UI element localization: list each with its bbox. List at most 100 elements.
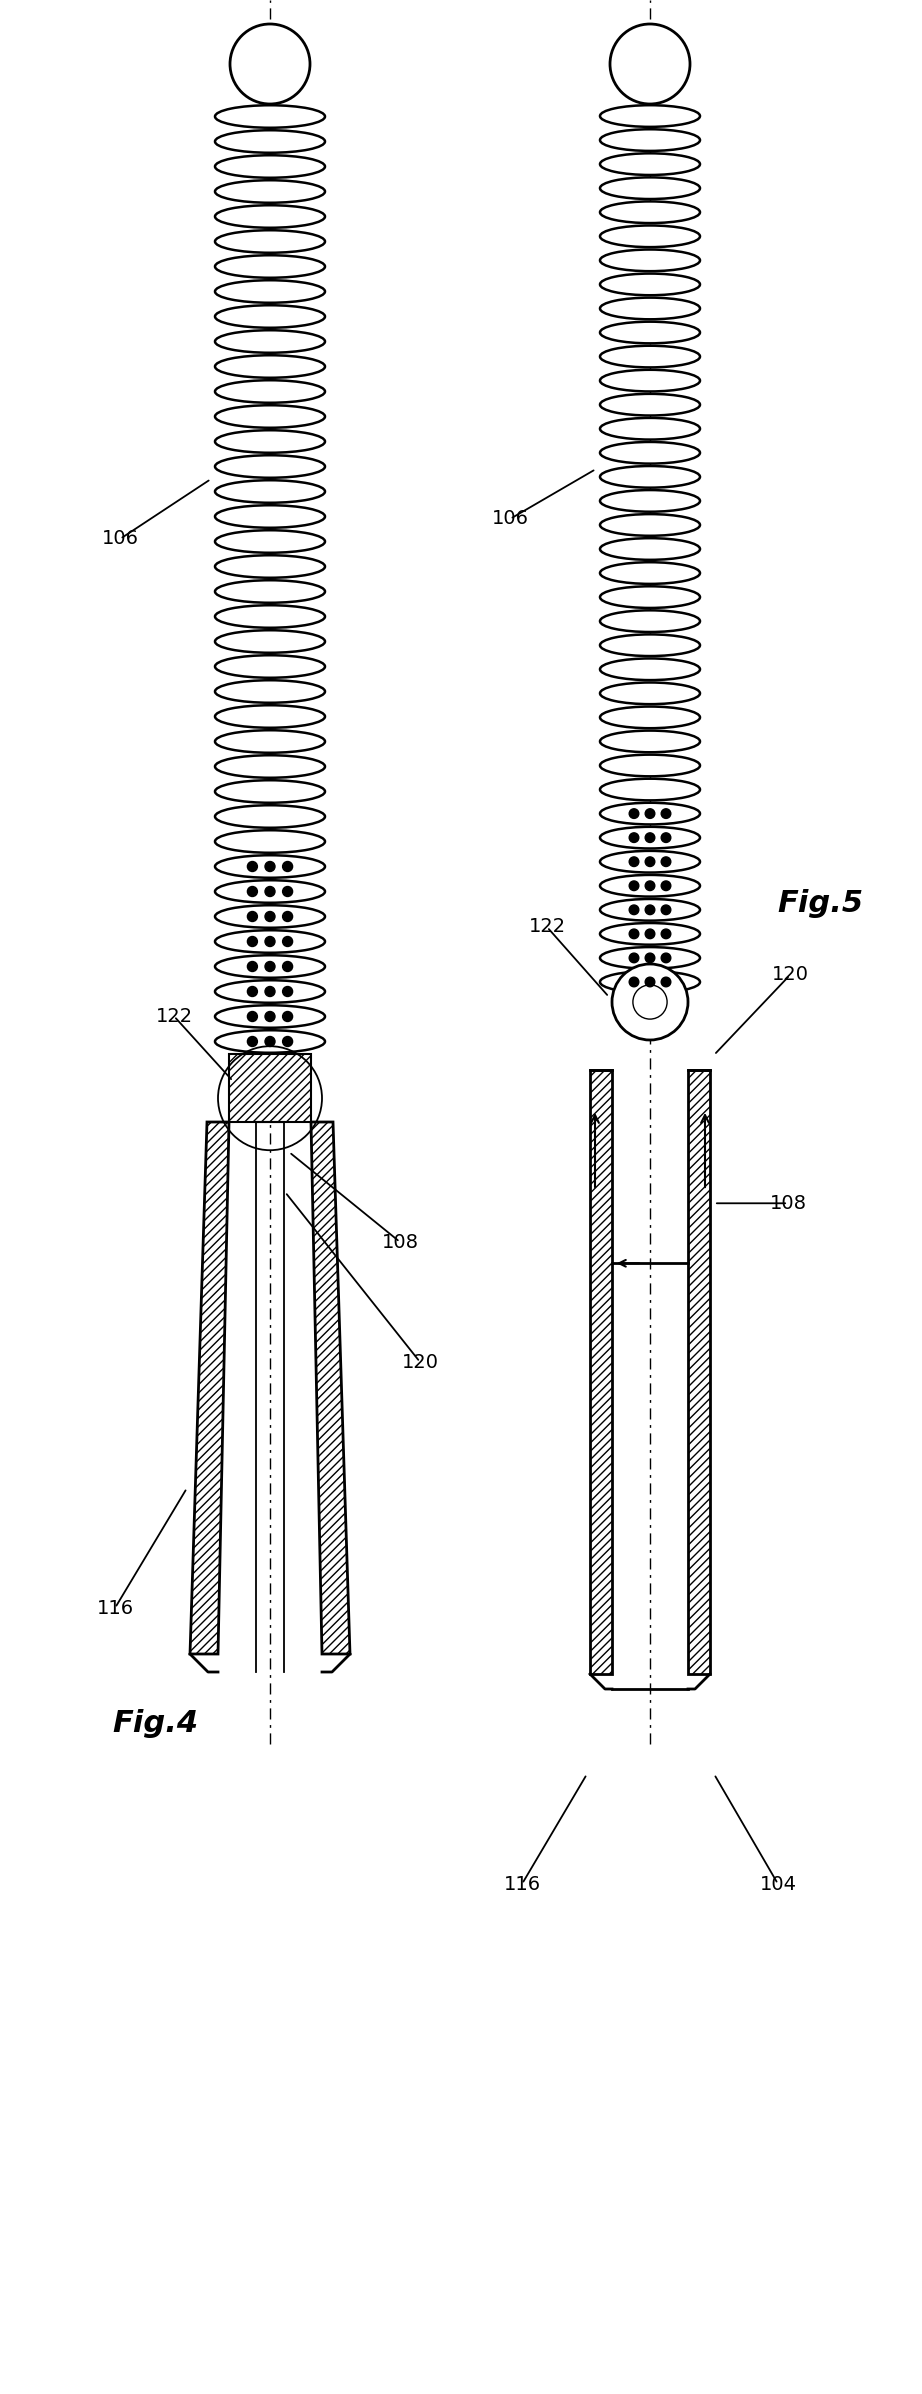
Ellipse shape xyxy=(600,874,700,898)
Ellipse shape xyxy=(600,467,700,488)
Circle shape xyxy=(283,962,292,972)
Circle shape xyxy=(629,857,639,867)
Ellipse shape xyxy=(215,230,325,254)
Ellipse shape xyxy=(600,443,700,464)
Ellipse shape xyxy=(215,881,325,903)
Ellipse shape xyxy=(215,354,325,378)
Text: 120: 120 xyxy=(401,1353,439,1372)
Ellipse shape xyxy=(215,481,325,503)
Ellipse shape xyxy=(600,850,700,871)
Ellipse shape xyxy=(600,924,700,946)
Circle shape xyxy=(247,886,257,895)
Circle shape xyxy=(247,986,257,996)
Circle shape xyxy=(661,905,671,915)
Circle shape xyxy=(610,24,690,103)
Ellipse shape xyxy=(600,515,700,536)
Circle shape xyxy=(265,1013,275,1022)
Circle shape xyxy=(247,962,257,972)
Text: 108: 108 xyxy=(770,1195,807,1214)
Circle shape xyxy=(661,953,671,962)
Circle shape xyxy=(645,977,655,986)
Ellipse shape xyxy=(215,706,325,728)
Circle shape xyxy=(661,977,671,986)
Ellipse shape xyxy=(215,606,325,627)
Ellipse shape xyxy=(215,529,325,553)
Circle shape xyxy=(265,886,275,895)
Ellipse shape xyxy=(600,658,700,680)
Circle shape xyxy=(265,912,275,922)
Circle shape xyxy=(661,809,671,819)
Ellipse shape xyxy=(215,180,325,203)
Circle shape xyxy=(230,24,310,103)
Ellipse shape xyxy=(600,321,700,342)
Ellipse shape xyxy=(215,855,325,879)
Polygon shape xyxy=(311,1123,350,1654)
Ellipse shape xyxy=(600,273,700,294)
Ellipse shape xyxy=(215,579,325,603)
Ellipse shape xyxy=(215,979,325,1003)
Circle shape xyxy=(645,809,655,819)
Circle shape xyxy=(661,929,671,938)
Circle shape xyxy=(645,929,655,938)
Ellipse shape xyxy=(215,780,325,802)
Circle shape xyxy=(265,1037,275,1046)
Circle shape xyxy=(645,857,655,867)
Ellipse shape xyxy=(215,955,325,977)
Ellipse shape xyxy=(215,730,325,752)
Ellipse shape xyxy=(600,730,700,752)
Ellipse shape xyxy=(600,225,700,247)
Circle shape xyxy=(629,953,639,962)
Text: 108: 108 xyxy=(382,1233,419,1252)
Circle shape xyxy=(247,1037,257,1046)
Circle shape xyxy=(645,953,655,962)
Circle shape xyxy=(629,977,639,986)
Ellipse shape xyxy=(600,754,700,776)
Ellipse shape xyxy=(600,802,700,824)
Ellipse shape xyxy=(600,153,700,175)
Text: 106: 106 xyxy=(101,529,138,548)
Ellipse shape xyxy=(215,1005,325,1027)
Ellipse shape xyxy=(215,206,325,227)
Circle shape xyxy=(247,1013,257,1022)
Ellipse shape xyxy=(215,656,325,678)
Ellipse shape xyxy=(600,369,700,393)
Ellipse shape xyxy=(600,249,700,271)
Ellipse shape xyxy=(600,634,700,656)
Ellipse shape xyxy=(600,345,700,366)
Ellipse shape xyxy=(600,826,700,847)
Circle shape xyxy=(629,809,639,819)
Ellipse shape xyxy=(215,680,325,704)
Polygon shape xyxy=(190,1123,229,1654)
Ellipse shape xyxy=(215,455,325,479)
Ellipse shape xyxy=(600,129,700,151)
Text: Fig.4: Fig.4 xyxy=(112,1709,198,1738)
Circle shape xyxy=(283,1013,292,1022)
Circle shape xyxy=(629,833,639,843)
Polygon shape xyxy=(590,1070,612,1673)
Ellipse shape xyxy=(215,381,325,402)
Ellipse shape xyxy=(215,129,325,153)
Circle shape xyxy=(612,965,688,1039)
Ellipse shape xyxy=(215,156,325,177)
Ellipse shape xyxy=(600,539,700,560)
Circle shape xyxy=(283,1037,292,1046)
Text: Fig.5: Fig.5 xyxy=(777,891,863,919)
Circle shape xyxy=(247,862,257,871)
Ellipse shape xyxy=(215,931,325,953)
Circle shape xyxy=(629,905,639,915)
Polygon shape xyxy=(688,1070,710,1673)
Ellipse shape xyxy=(600,610,700,632)
Circle shape xyxy=(247,912,257,922)
Circle shape xyxy=(645,905,655,915)
Circle shape xyxy=(283,862,292,871)
Text: 116: 116 xyxy=(503,1875,540,1894)
Ellipse shape xyxy=(215,555,325,577)
Circle shape xyxy=(247,936,257,946)
Ellipse shape xyxy=(600,706,700,728)
Circle shape xyxy=(265,936,275,946)
Circle shape xyxy=(283,886,292,895)
Text: 122: 122 xyxy=(156,1008,193,1025)
Ellipse shape xyxy=(215,505,325,527)
Text: 120: 120 xyxy=(772,965,809,984)
Text: 104: 104 xyxy=(760,1875,797,1894)
